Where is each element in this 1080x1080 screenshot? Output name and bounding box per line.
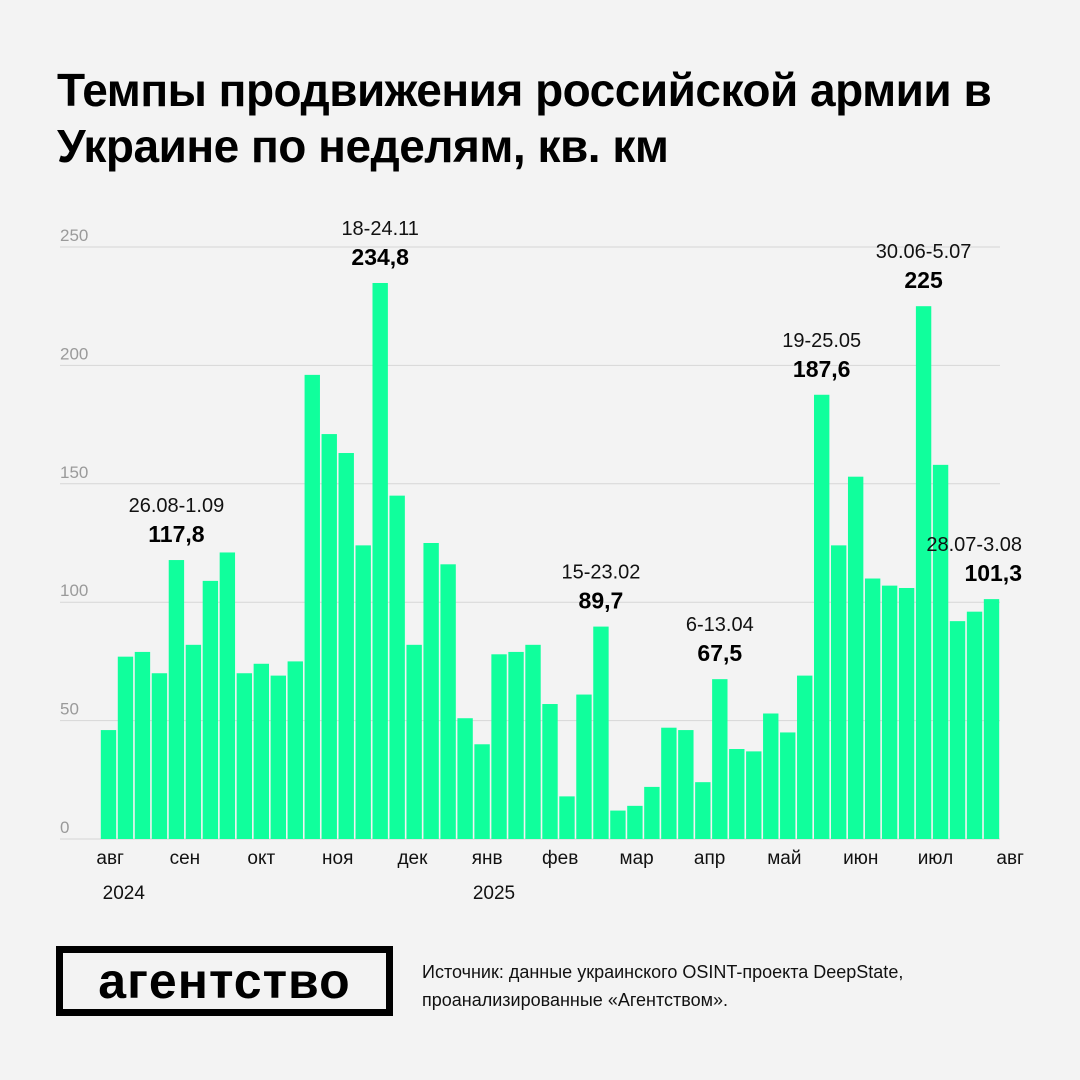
bar	[457, 718, 473, 839]
bar	[576, 694, 592, 839]
x-tick-label: июн	[843, 848, 878, 869]
bar	[763, 713, 779, 839]
bar	[593, 626, 609, 839]
annotation-value: 234,8	[351, 244, 409, 270]
bar	[932, 464, 949, 839]
bar	[983, 599, 1000, 839]
bar	[270, 675, 286, 839]
annotation-period: 19-25.05	[782, 330, 861, 352]
bar	[525, 644, 541, 839]
bar	[236, 673, 253, 839]
bar	[915, 306, 932, 839]
chart-title: Темпы продвижения российской армии в Укр…	[57, 64, 992, 172]
bar	[610, 810, 626, 839]
bar	[389, 495, 405, 839]
bar	[830, 545, 847, 839]
annotation-value: 117,8	[148, 521, 204, 547]
annotation-value: 187,6	[793, 356, 851, 382]
bar	[898, 587, 915, 839]
bar	[508, 651, 524, 839]
source-note: Источник: данные украинского OSINT-проек…	[422, 962, 904, 1010]
bar	[406, 644, 422, 839]
bar	[117, 656, 134, 839]
bar	[287, 661, 303, 839]
bar	[423, 543, 439, 839]
bar	[338, 453, 354, 839]
bar	[185, 644, 202, 839]
bar	[678, 730, 694, 839]
year-label: 2025	[473, 883, 515, 904]
bar	[491, 654, 507, 839]
logo-text: агентство	[98, 953, 351, 1009]
bar	[559, 796, 575, 839]
x-tick-label: дек	[397, 848, 428, 869]
x-tick-label: июл	[918, 848, 954, 869]
bar	[372, 282, 388, 839]
x-tick-label: сен	[170, 848, 201, 869]
annotation-period: 28.07-3.08	[926, 534, 1022, 556]
x-tick-label: мар	[620, 848, 654, 869]
bar	[134, 651, 151, 839]
bar	[881, 585, 898, 839]
bar	[729, 749, 745, 839]
annotation-value: 225	[904, 267, 943, 293]
bar	[661, 727, 677, 839]
y-tick-label: 100	[60, 581, 88, 600]
annotation-period: 30.06-5.07	[876, 241, 972, 263]
bar	[474, 744, 490, 839]
bar	[253, 663, 270, 839]
bar	[627, 805, 643, 839]
bar	[847, 476, 864, 839]
year-label: 2024	[103, 883, 146, 904]
x-tick-label: авг	[996, 848, 1024, 869]
annotation-period: 6-13.04	[686, 614, 754, 636]
annotation-value: 101,3	[964, 560, 1022, 586]
x-tick-label: янв	[472, 848, 503, 869]
y-tick-label: 150	[60, 463, 88, 482]
x-tick-label: авг	[96, 848, 124, 869]
y-tick-label: 200	[60, 344, 88, 363]
annotation-period: 26.08-1.09	[129, 495, 225, 517]
annotation-value: 67,5	[697, 640, 742, 666]
annotation-period: 18-24.11	[341, 218, 418, 240]
bar	[966, 611, 983, 839]
x-tick-label: май	[767, 848, 801, 869]
annotation-value: 89,7	[579, 588, 624, 614]
x-tick-label: окт	[247, 848, 275, 869]
bar	[797, 675, 813, 839]
bar	[746, 751, 762, 839]
y-tick-label: 50	[60, 700, 79, 719]
bar	[168, 560, 185, 839]
bar	[321, 434, 337, 839]
bar	[202, 580, 219, 839]
x-tick-label: апр	[694, 848, 725, 869]
bar	[440, 564, 456, 839]
bar	[151, 673, 168, 839]
bar	[864, 578, 881, 839]
bar	[644, 786, 660, 839]
bar	[949, 621, 966, 839]
bar	[780, 732, 796, 839]
bar	[355, 545, 371, 839]
annotation-period: 15-23.02	[561, 562, 640, 584]
bar	[219, 552, 236, 839]
bar	[542, 704, 558, 839]
bar	[100, 730, 117, 839]
bar	[814, 394, 830, 839]
x-tick-label: фев	[542, 848, 578, 869]
bar	[695, 782, 711, 839]
bar	[304, 374, 320, 839]
bar	[712, 679, 728, 839]
agentstvo-logo: агентство	[56, 946, 393, 1016]
y-tick-label: 250	[60, 226, 88, 245]
x-tick-label: ноя	[322, 848, 353, 869]
y-tick-label: 0	[60, 818, 69, 837]
